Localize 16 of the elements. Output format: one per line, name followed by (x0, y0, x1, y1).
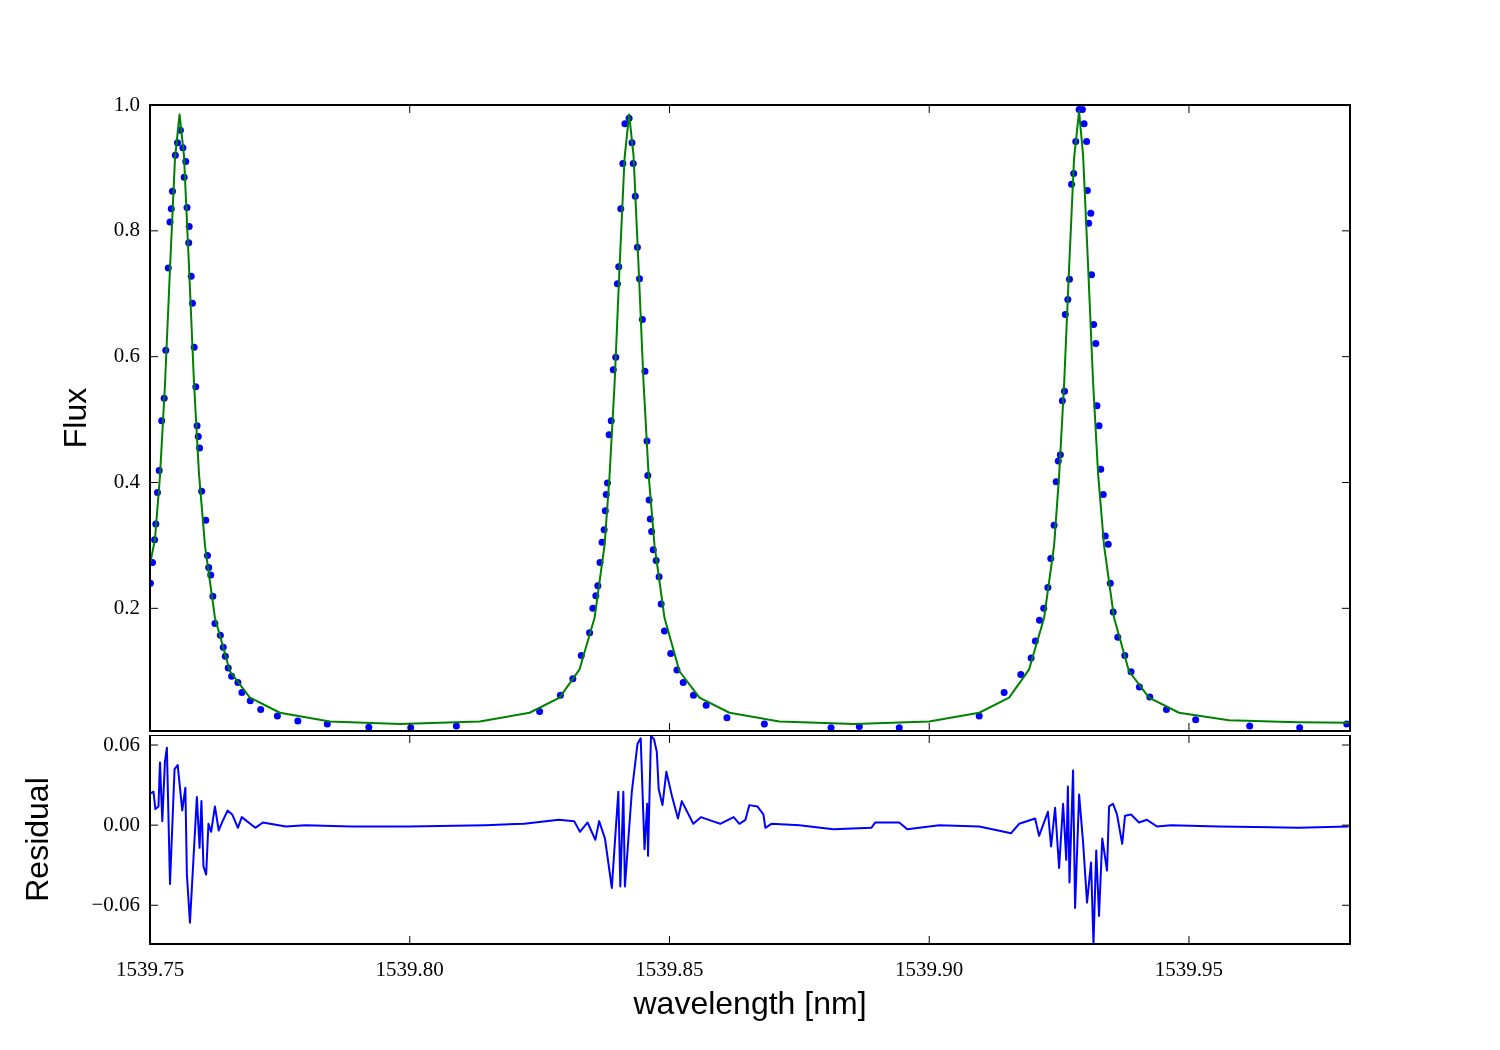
x-tick-label: 1539.75 (115, 957, 185, 982)
y-tick-label: 1.0 (113, 91, 140, 116)
x-tick-label: 1539.80 (375, 957, 444, 982)
y-tick-label: 0.00 (103, 811, 140, 836)
x-tick-label: 1539.85 (635, 957, 704, 982)
y-axis-title: Flux (57, 387, 94, 449)
x-tick-label: 1539.90 (895, 957, 964, 982)
y-tick-label: 0.6 (113, 343, 140, 368)
x-tick-label: 1539.95 (1154, 957, 1224, 982)
y-tick-label: −0.06 (91, 891, 140, 916)
y-tick-label: 0.4 (113, 469, 141, 493)
x-axis-title: wavelength [nm] (632, 984, 867, 1021)
y-axis-title: Residual (19, 777, 56, 902)
y-tick-label: 0.8 (113, 217, 140, 242)
y-tick-label: 0.06 (103, 731, 140, 756)
y-tick-label: 0.2 (113, 594, 140, 619)
